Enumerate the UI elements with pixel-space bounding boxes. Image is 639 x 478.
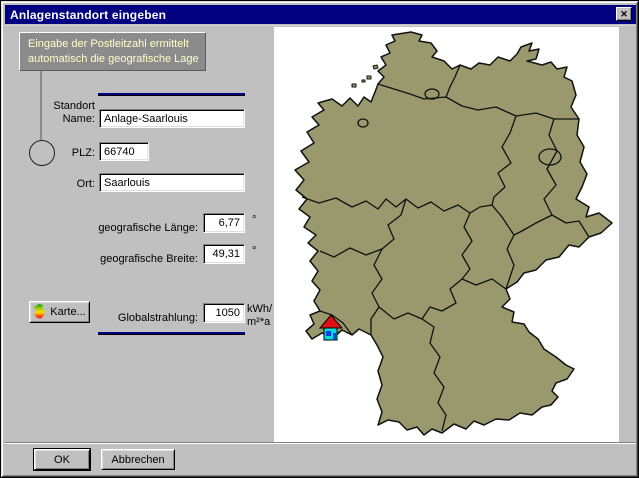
plz-label: PLZ: bbox=[71, 147, 95, 159]
breite-label: geografische Breite: bbox=[100, 253, 198, 265]
laenge-input[interactable] bbox=[203, 213, 245, 233]
plz-circle-decoration bbox=[29, 140, 55, 166]
hint-line-2: automatisch die geografische Lage bbox=[28, 53, 199, 65]
laenge-unit: ° bbox=[252, 214, 257, 226]
laenge-label: geografische Länge: bbox=[98, 222, 198, 234]
ort-input[interactable] bbox=[99, 173, 245, 192]
close-icon: ✕ bbox=[620, 8, 628, 19]
karte-button-label: Karte... bbox=[50, 306, 86, 318]
client-top-highlight bbox=[5, 25, 636, 26]
standort-label-line1: Standort bbox=[53, 100, 95, 112]
breite-unit: ° bbox=[252, 245, 257, 257]
hint-line-1: Eingabe der Postleitzahl ermittelt bbox=[28, 38, 189, 50]
ok-button-label: OK bbox=[54, 453, 70, 466]
divider-bottom bbox=[98, 332, 245, 335]
karte-button[interactable]: Karte... bbox=[29, 301, 90, 323]
globalstrahlung-unit-line1: kWh/ bbox=[247, 303, 273, 315]
globalstrahlung-label: Globalstrahlung: bbox=[117, 312, 198, 324]
karte-germany-icon bbox=[34, 304, 46, 319]
hint-connector-line bbox=[40, 71, 42, 140]
divider-top bbox=[98, 93, 245, 96]
title-bar: Anlagenstandort eingeben bbox=[5, 5, 636, 24]
cancel-button-label: Abbrechen bbox=[111, 453, 165, 466]
close-button[interactable]: ✕ bbox=[616, 7, 632, 21]
bottom-bar bbox=[5, 442, 636, 475]
breite-input[interactable] bbox=[203, 244, 245, 264]
hint-tooltip: Eingabe der Postleitzahl ermittelt autom… bbox=[19, 32, 206, 71]
ok-button[interactable]: OK bbox=[34, 449, 90, 470]
plz-input[interactable] bbox=[99, 142, 149, 161]
globalstrahlung-unit-line2: m²*a bbox=[247, 316, 271, 328]
cancel-button[interactable]: Abbrechen bbox=[101, 449, 175, 470]
window-title: Anlagenstandort eingeben bbox=[10, 7, 167, 22]
standort-name-label: Standort Name: bbox=[21, 100, 95, 126]
standort-label-line2: Name: bbox=[62, 113, 95, 125]
globalstrahlung-input[interactable] bbox=[203, 303, 245, 323]
standort-name-input[interactable] bbox=[99, 109, 245, 128]
ort-label: Ort: bbox=[76, 178, 95, 190]
germany-map bbox=[294, 31, 613, 436]
house-marker-icon bbox=[318, 314, 344, 341]
map-panel bbox=[274, 27, 619, 442]
